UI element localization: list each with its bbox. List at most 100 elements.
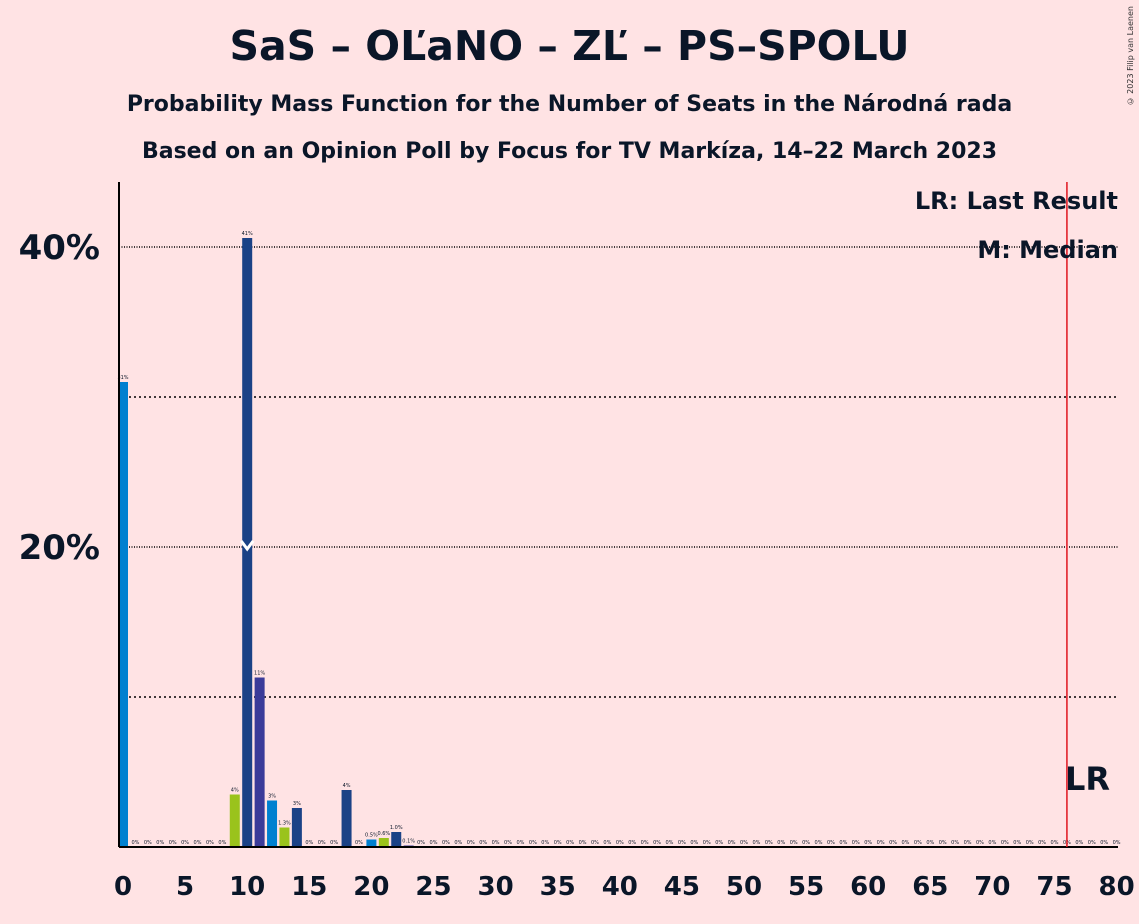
bar-label-44: 0% bbox=[666, 840, 674, 846]
bar-label-58: 0% bbox=[839, 840, 847, 846]
bar-label-15: 0% bbox=[305, 840, 313, 846]
bar-label-53: 0% bbox=[777, 840, 785, 846]
bar-label-22: 1.0% bbox=[390, 825, 403, 831]
bar-label-39: 0% bbox=[603, 840, 611, 846]
x-tick-label-20: 20 bbox=[353, 872, 389, 902]
bar-label-57: 0% bbox=[827, 840, 835, 846]
chart-title: SaS – OĽaNO – ZĽ – PS–SPOLU bbox=[229, 22, 910, 70]
bar-label-56: 0% bbox=[815, 840, 823, 846]
markers bbox=[239, 182, 1068, 847]
bar-label-71: 0% bbox=[1001, 840, 1009, 846]
bar-label-21: 0.6% bbox=[377, 831, 390, 837]
legend-median: M: Median bbox=[977, 236, 1118, 264]
bar-label-17: 0% bbox=[330, 840, 338, 846]
last-result-marker-label: LR bbox=[1065, 760, 1110, 798]
bar-label-29: 0% bbox=[479, 840, 487, 846]
bar-label-65: 0% bbox=[926, 840, 934, 846]
x-tick-label-80: 80 bbox=[1099, 872, 1135, 902]
x-axis-tick-labels: 0 5 10 15 20 25 30 35 40 45 50 55 60 65 70 75 80 bbox=[114, 872, 1135, 902]
bar-label-75: 0% bbox=[1051, 840, 1059, 846]
bar-label-2: 0% bbox=[144, 840, 152, 846]
bar-label-12: 3% bbox=[268, 794, 276, 800]
bar-label-19: 0% bbox=[355, 840, 363, 846]
bar-seats-9 bbox=[229, 794, 240, 847]
x-tick-label-55: 55 bbox=[788, 872, 824, 902]
bar-label-60: 0% bbox=[864, 840, 872, 846]
median-marker bbox=[239, 540, 255, 552]
x-tick-label-75: 75 bbox=[1036, 872, 1072, 902]
bar-label-10: 41% bbox=[242, 231, 253, 237]
bar-label-24: 0% bbox=[417, 840, 425, 846]
bar-label-74: 0% bbox=[1038, 840, 1046, 846]
chart-subtitle: Probability Mass Function for the Number… bbox=[126, 92, 1013, 117]
bar-label-5: 0% bbox=[181, 840, 189, 846]
bar-label-35: 0% bbox=[554, 840, 562, 846]
y-axis-tick-labels: 20% 40% bbox=[19, 228, 100, 568]
bar-label-23: 0.1% bbox=[402, 839, 415, 845]
x-tick-label-0: 0 bbox=[114, 872, 132, 902]
bar-label-68: 0% bbox=[964, 840, 972, 846]
bar-label-32: 0% bbox=[516, 840, 524, 846]
bar-label-45: 0% bbox=[678, 840, 686, 846]
bar-label-38: 0% bbox=[591, 840, 599, 846]
bar-label-52: 0% bbox=[765, 840, 773, 846]
chart-source-subtitle: Based on an Opinion Poll by Focus for TV… bbox=[141, 139, 998, 164]
bar-label-27: 0% bbox=[454, 840, 462, 846]
bar-seats-20 bbox=[366, 839, 377, 847]
bar-seats-22 bbox=[391, 832, 402, 847]
bar-label-64: 0% bbox=[914, 840, 922, 846]
bar-label-61: 0% bbox=[877, 840, 885, 846]
bars bbox=[118, 238, 414, 847]
bar-label-79: 0% bbox=[1100, 840, 1108, 846]
y-tick-label-20: 20% bbox=[19, 528, 100, 568]
bar-label-50: 0% bbox=[740, 840, 748, 846]
bar-label-13: 1.3% bbox=[278, 821, 291, 827]
bar-seats-10 bbox=[242, 238, 253, 847]
bar-label-73: 0% bbox=[1026, 840, 1034, 846]
bar-label-55: 0% bbox=[802, 840, 810, 846]
x-tick-label-30: 30 bbox=[478, 872, 514, 902]
gridlines bbox=[119, 246, 1118, 698]
bar-label-41: 0% bbox=[628, 840, 636, 846]
bar-label-18: 4% bbox=[343, 783, 351, 789]
bar-label-77: 0% bbox=[1075, 840, 1083, 846]
bar-label-25: 0% bbox=[430, 840, 438, 846]
bar-label-70: 0% bbox=[988, 840, 996, 846]
bar-label-0: 31% bbox=[117, 375, 128, 381]
bar-label-8: 0% bbox=[218, 840, 226, 846]
bar-seats-0 bbox=[118, 382, 128, 847]
bar-label-40: 0% bbox=[616, 840, 624, 846]
bar-label-72: 0% bbox=[1013, 840, 1021, 846]
bar-label-30: 0% bbox=[492, 840, 500, 846]
x-tick-label-10: 10 bbox=[229, 872, 265, 902]
bar-label-36: 0% bbox=[566, 840, 574, 846]
bar-label-16: 0% bbox=[318, 840, 326, 846]
bar-seats-11 bbox=[254, 677, 265, 847]
bar-seats-18 bbox=[341, 790, 352, 847]
axes bbox=[118, 182, 1118, 848]
bar-label-59: 0% bbox=[852, 840, 860, 846]
bar-label-51: 0% bbox=[752, 840, 760, 846]
bar-label-43: 0% bbox=[653, 840, 661, 846]
bar-label-37: 0% bbox=[579, 840, 587, 846]
bar-label-80: 0% bbox=[1113, 840, 1121, 846]
legend-last-result: LR: Last Result bbox=[915, 187, 1118, 215]
x-tick-label-5: 5 bbox=[176, 872, 194, 902]
bar-label-4: 0% bbox=[169, 840, 177, 846]
bar-label-63: 0% bbox=[901, 840, 909, 846]
x-tick-label-35: 35 bbox=[540, 872, 576, 902]
bar-data-labels: 31% 0% 0% 0% 0% 0% 0% 0% 0% 4% 41% 11% 3% 1.3% 3% 0% 0% 0… bbox=[117, 231, 1120, 846]
bar-label-42: 0% bbox=[641, 840, 649, 846]
bar-label-62: 0% bbox=[889, 840, 897, 846]
bar-label-11: 11% bbox=[254, 671, 265, 677]
x-tick-label-40: 40 bbox=[602, 872, 638, 902]
bar-label-26: 0% bbox=[442, 840, 450, 846]
x-tick-label-15: 15 bbox=[291, 872, 327, 902]
bar-label-1: 0% bbox=[131, 840, 139, 846]
bar-label-6: 0% bbox=[194, 840, 202, 846]
bar-label-69: 0% bbox=[976, 840, 984, 846]
bar-label-48: 0% bbox=[715, 840, 723, 846]
bar-label-49: 0% bbox=[728, 840, 736, 846]
bar-label-14: 3% bbox=[293, 801, 301, 807]
